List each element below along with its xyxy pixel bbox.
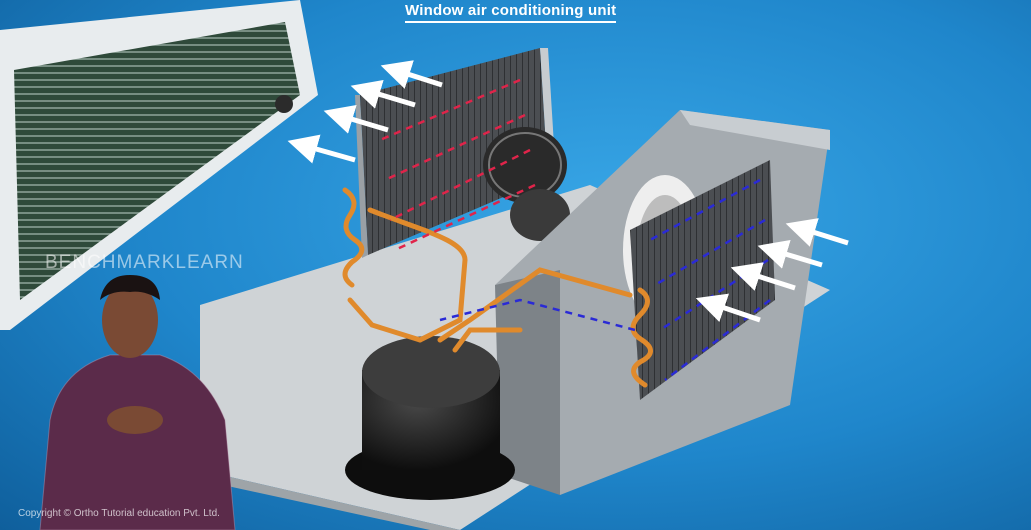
watermark: BENCHMARKLEARN: [45, 252, 244, 273]
hot-refrigerant-flow: [379, 78, 536, 252]
evaporator-coil: [630, 160, 775, 400]
condenser-fan: [483, 127, 570, 241]
cold-refrigerant-flow: [439, 178, 771, 381]
front-grille-panel: [0, 0, 318, 330]
air-flow-arrow-icon: [287, 60, 849, 323]
copyright-notice: Copyright © Ortho Tutorial education Pvt…: [18, 508, 220, 519]
presenter: [39, 275, 236, 530]
copper-pipes: [342, 187, 653, 388]
compressor: [345, 336, 515, 500]
video-title: Window air conditioning unit: [405, 2, 617, 23]
